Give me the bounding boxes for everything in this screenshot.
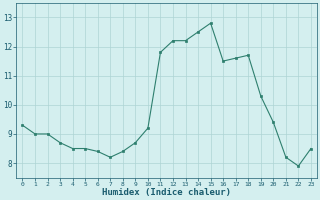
X-axis label: Humidex (Indice chaleur): Humidex (Indice chaleur) — [102, 188, 231, 197]
